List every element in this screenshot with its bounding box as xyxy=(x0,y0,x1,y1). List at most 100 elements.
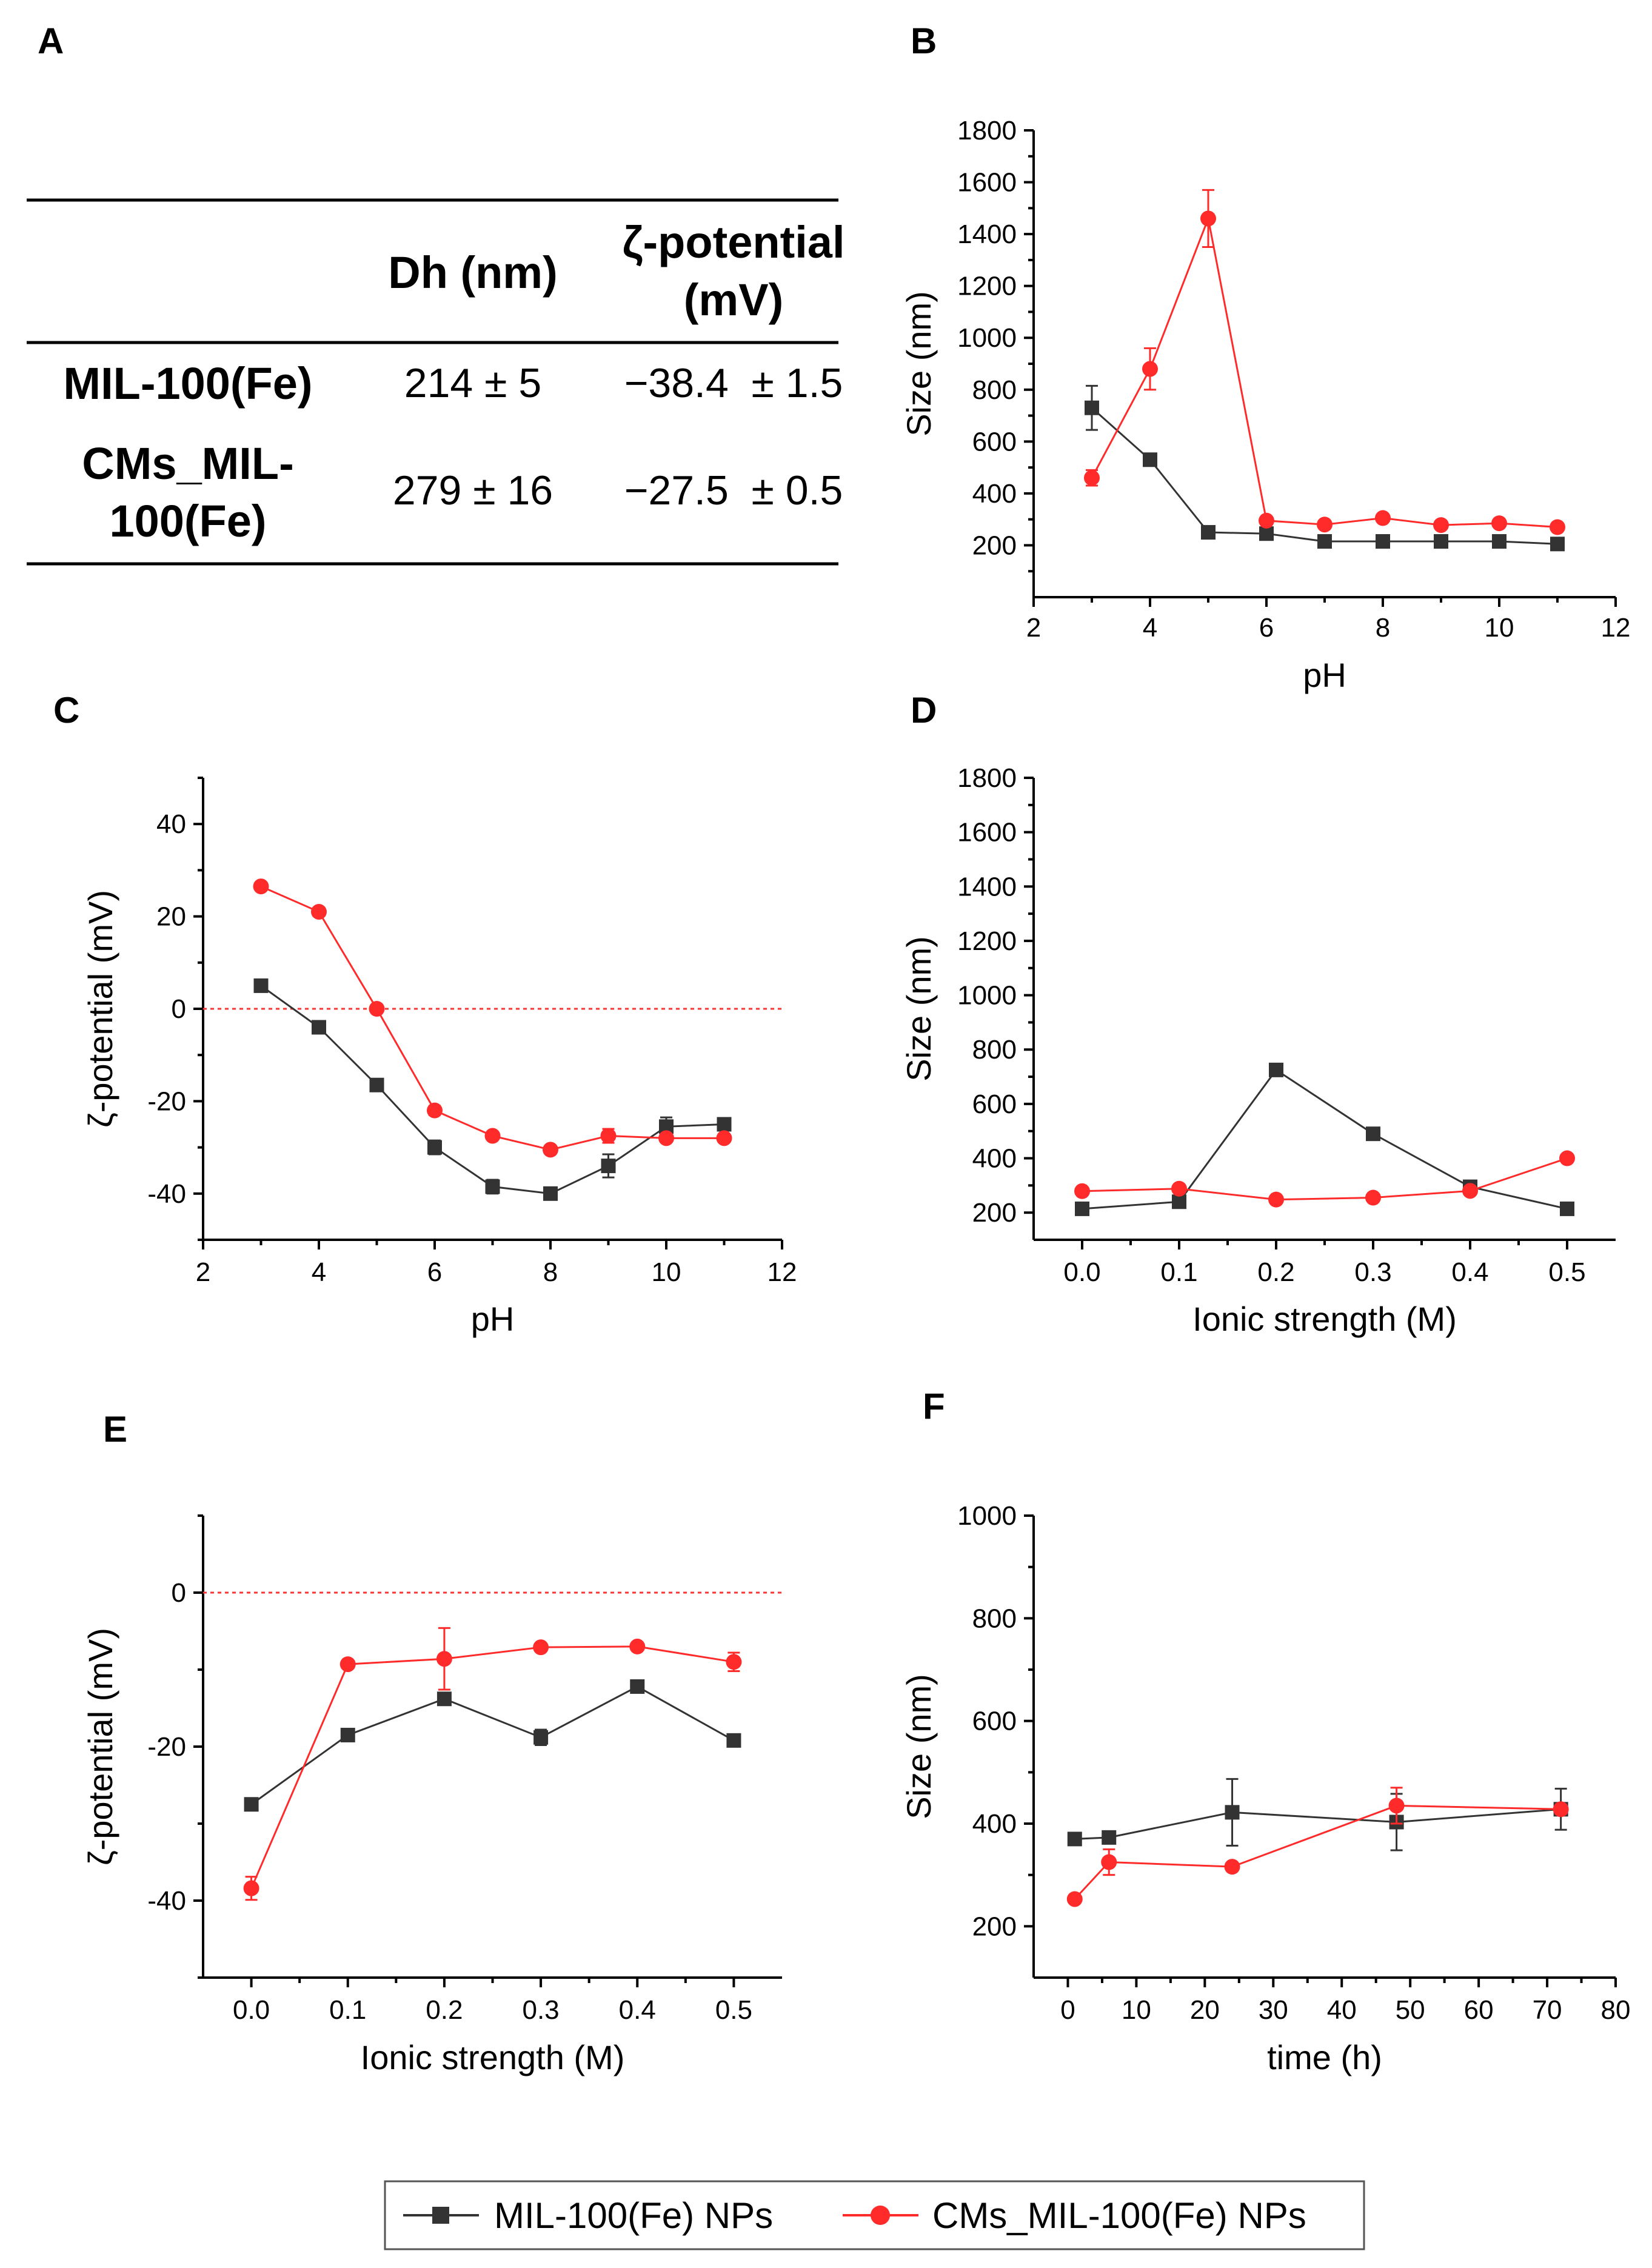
x-tick-label: 0.5 xyxy=(715,1995,752,2025)
table-row-label: CMs_MIL- xyxy=(82,438,293,489)
data-point-circle xyxy=(1200,210,1216,227)
table-cell-dh: 214 ± 5 xyxy=(404,360,541,406)
table-row-label: 100(Fe) xyxy=(109,496,266,546)
x-axis-title: Ionic strength (M) xyxy=(1192,1300,1457,1338)
y-tick-label: 600 xyxy=(972,1707,1017,1736)
data-point-square xyxy=(1085,400,1099,415)
data-point-circle xyxy=(629,1638,646,1654)
data-point-square xyxy=(436,1691,452,1707)
panel-c: C 2 4 6 8 10 12 -40 -20 0 20 40 pH ζ-potential (mV) xyxy=(53,690,797,1338)
y-tick-label: 400 xyxy=(972,1809,1017,1839)
data-point-circle xyxy=(253,878,269,895)
data-point-square xyxy=(1075,1201,1089,1216)
y-tick-label: -40 xyxy=(147,1179,186,1209)
y-tick-label: 200 xyxy=(972,530,1017,560)
data-point-square xyxy=(1376,534,1390,549)
data-point-circle xyxy=(716,1130,732,1146)
x-tick-label: 0.3 xyxy=(522,1995,559,2025)
y-tick-label: 1400 xyxy=(957,872,1017,902)
data-point-circle xyxy=(1074,1183,1090,1199)
data-point-circle xyxy=(1259,512,1274,529)
x-tick-label: 0.4 xyxy=(1451,1257,1488,1287)
y-tick-label: 1600 xyxy=(957,818,1017,848)
series-line-1 xyxy=(250,1645,734,1889)
panel-label-d: D xyxy=(911,690,937,731)
table-header-zeta-unit: (mV) xyxy=(684,275,783,325)
x-tick-label: 8 xyxy=(1376,613,1390,643)
x-tick-label: 70 xyxy=(1533,1995,1562,2025)
x-axis-title: pH xyxy=(471,1300,515,1338)
panel-b: B 2 4 6 8 10 12 200 400 600 800 1000 1200 1400 1600 18… xyxy=(900,21,1630,694)
x-tick-label: 6 xyxy=(1259,613,1274,643)
data-point-square xyxy=(1550,537,1565,552)
x-tick-label: 60 xyxy=(1464,1995,1494,2025)
table-row-label: MIL-100(Fe) xyxy=(63,358,312,409)
legend-marker-series1 xyxy=(871,2206,890,2225)
panel-label-a: A xyxy=(38,21,64,61)
data-point-circle xyxy=(1317,517,1333,533)
y-tick-label: 1800 xyxy=(957,116,1017,146)
x-tick-label: 10 xyxy=(1485,613,1514,643)
data-point-circle xyxy=(1433,517,1449,534)
y-tick-label: 600 xyxy=(972,1089,1017,1119)
y-tick-label: 800 xyxy=(972,1604,1017,1633)
data-point-square xyxy=(1225,1805,1240,1820)
x-tick-label: 2 xyxy=(1026,613,1041,643)
x-tick-label: 12 xyxy=(767,1257,797,1287)
data-point-circle xyxy=(1171,1180,1187,1197)
table-header-dh: Dh (nm) xyxy=(388,247,558,298)
data-point-circle xyxy=(1550,519,1565,535)
x-tick-label: 40 xyxy=(1327,1995,1357,2025)
panel-label-c: C xyxy=(53,690,79,731)
panel-label-e: E xyxy=(103,1409,127,1450)
data-point-circle xyxy=(1388,1798,1405,1814)
data-point-circle xyxy=(1365,1189,1381,1206)
panel-label-f: F xyxy=(923,1386,945,1427)
x-tick-label: 0.4 xyxy=(619,1995,656,2025)
y-tick-label: 1000 xyxy=(957,323,1017,353)
y-tick-label: 1200 xyxy=(957,926,1017,956)
y-axis-title: Size (nm) xyxy=(900,936,938,1082)
x-tick-label: 10 xyxy=(1122,1995,1151,2025)
y-tick-label: -40 xyxy=(147,1886,186,1916)
y-axis-title: ζ-potential (mV) xyxy=(81,890,119,1128)
x-tick-label: 2 xyxy=(196,1257,210,1287)
y-tick-label: 800 xyxy=(972,375,1017,405)
y-tick-label: 20 xyxy=(156,902,186,932)
data-point-square xyxy=(1172,1194,1186,1209)
table-cell-dh: 279 ± 16 xyxy=(393,467,553,513)
x-tick-label: 12 xyxy=(1601,613,1631,643)
panel-e: E 0.0 0.1 0.2 0.3 0.4 0.5 -40 -20 0 Ionic strengt… xyxy=(81,1409,782,2076)
data-point-square xyxy=(1201,525,1216,540)
data-point-square xyxy=(717,1117,732,1132)
data-point-square xyxy=(1434,534,1448,549)
data-point-square xyxy=(726,1733,741,1748)
series-line-1 xyxy=(1082,1157,1568,1201)
y-tick-label: 600 xyxy=(972,427,1017,457)
data-point-square xyxy=(485,1179,500,1194)
panel-f: F 0 10 20 30 40 50 60 70 80 200 400 600 800 1000 time … xyxy=(900,1386,1630,2076)
data-point-square xyxy=(427,1140,442,1155)
data-point-circle xyxy=(1084,470,1100,486)
x-tick-label: 0.0 xyxy=(233,1995,270,2025)
data-point-square xyxy=(630,1679,645,1694)
panel-a: A Dh (nm) ζ-potential (mV) MIL-100(Fe) 2… xyxy=(27,21,845,566)
data-point-square xyxy=(1492,534,1507,549)
y-tick-label: 1400 xyxy=(957,219,1017,249)
data-point-circle xyxy=(339,1656,356,1673)
data-point-circle xyxy=(436,1651,452,1667)
y-tick-label: 0 xyxy=(172,994,186,1024)
series-line-1 xyxy=(1091,215,1558,528)
data-point-circle xyxy=(1559,1150,1575,1166)
y-tick-label: 1800 xyxy=(957,763,1017,793)
data-point-circle xyxy=(243,1880,259,1896)
data-point-square xyxy=(244,1797,259,1812)
series-line-1 xyxy=(1074,1804,1561,1900)
data-point-circle xyxy=(1224,1859,1240,1875)
legend-marker-series0 xyxy=(432,2207,449,2224)
series-line-0 xyxy=(1082,1068,1568,1210)
x-tick-label: 0.3 xyxy=(1354,1257,1391,1287)
data-point-circle xyxy=(600,1128,617,1144)
panel-label-b: B xyxy=(911,21,937,61)
panel-d: D 0.0 0.1 0.2 0.3 0.4 0.5 200 400 600 800 1000 1200… xyxy=(900,690,1616,1338)
